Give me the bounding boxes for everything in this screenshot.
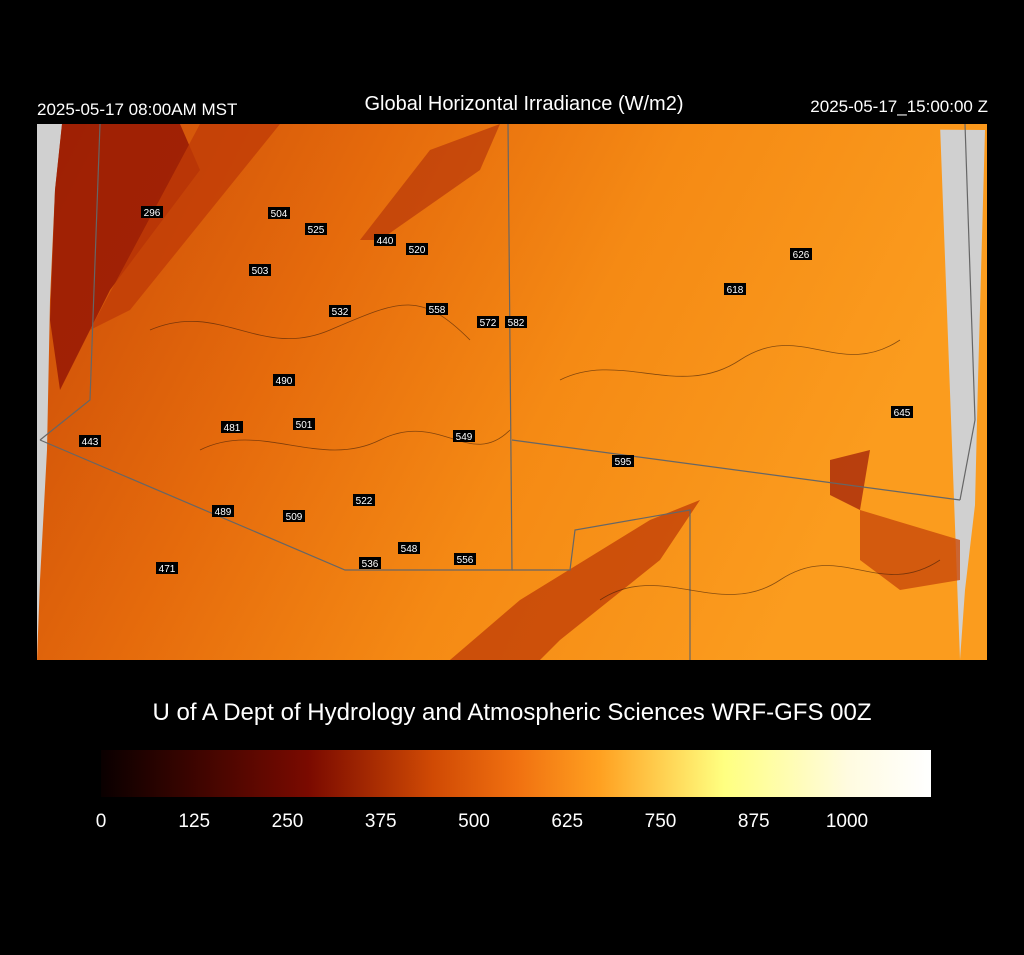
station-value: 618: [727, 285, 744, 296]
station-value: 645: [894, 408, 911, 419]
station-box: [141, 206, 163, 218]
station-box: [398, 542, 420, 554]
colorbar-tick-label: 1000: [826, 811, 868, 832]
station-box: [454, 553, 476, 565]
station-box: [249, 264, 271, 276]
station-value: 626: [793, 250, 810, 261]
station-value: 501: [296, 420, 313, 431]
station-box: [156, 562, 178, 574]
low-band: [450, 500, 700, 660]
border: [39, 123, 101, 441]
station-value: 296: [144, 208, 161, 219]
colorbar-tick-label: 500: [458, 811, 490, 832]
colorbar-tick-label: 625: [551, 811, 583, 832]
colorbar-tick-label: 125: [178, 811, 210, 832]
colorbar-tick-label: 875: [738, 811, 770, 832]
station-value: 440: [377, 236, 394, 247]
station-box: [79, 435, 101, 447]
station-value: 520: [409, 245, 426, 256]
station-value: 490: [276, 376, 293, 387]
colorbar-tick-label: 0: [96, 811, 107, 832]
colorbar-tick-label: 375: [365, 811, 397, 832]
station-box: [273, 374, 295, 386]
field: [37, 124, 960, 660]
low-band: [90, 124, 280, 330]
station-box: [359, 557, 381, 569]
map: [37, 123, 987, 660]
border: [39, 123, 513, 571]
station-box: [353, 494, 375, 506]
station-value: 522: [356, 496, 373, 507]
station-box: [406, 243, 428, 255]
station-box: [477, 316, 499, 328]
station-value: 532: [332, 307, 349, 318]
station-box: [305, 223, 327, 235]
station-box: [790, 248, 812, 260]
station-box: [453, 430, 475, 442]
station-box: [283, 510, 305, 522]
map-title: Global Horizontal Irradiance (W/m2): [365, 93, 684, 115]
station-box: [891, 406, 913, 418]
station-value: 489: [215, 507, 232, 518]
station-box: [505, 316, 527, 328]
station-box: [612, 455, 634, 467]
station-box: [724, 283, 746, 295]
station-value: 509: [286, 512, 303, 523]
colorbar-ticks: 0 125 250 375 500 625 750 875 1000: [96, 811, 868, 832]
station-value: 549: [456, 432, 473, 443]
station-labels: 296 504 525 440 520 503 532 558 572 582 626 618 490 6…: [79, 206, 913, 575]
station-box: [426, 303, 448, 315]
station-value: 471: [159, 564, 176, 575]
contour: [599, 559, 941, 601]
station-box: [329, 305, 351, 317]
station-box: [212, 505, 234, 517]
low-band: [830, 450, 870, 510]
station-value: 536: [362, 559, 379, 570]
valid-time-local: 2025-05-17 08:00AM MST: [37, 100, 237, 119]
station-value: 556: [457, 555, 474, 566]
contour: [559, 339, 901, 381]
valid-time-utc: 2025-05-17_15:00:00 Z: [810, 97, 988, 116]
station-box: [293, 418, 315, 430]
station-value: 443: [82, 437, 99, 448]
colorbar-tick-label: 750: [645, 811, 677, 832]
low-band: [360, 124, 500, 240]
station-value: 504: [271, 209, 288, 220]
border: [959, 123, 976, 501]
station-value: 572: [480, 318, 497, 329]
station-box: [268, 207, 290, 219]
station-value: 503: [252, 266, 269, 277]
border: [512, 509, 691, 660]
station-value: 481: [224, 423, 241, 434]
low-band: [860, 510, 960, 590]
credit: U of A Dept of Hydrology and Atmospheric…: [153, 699, 872, 726]
colorbar-tick-label: 250: [272, 811, 304, 832]
border: [511, 439, 961, 501]
station-box: [221, 421, 243, 433]
colorbar: [101, 750, 931, 797]
station-value: 548: [401, 544, 418, 555]
contour: [199, 429, 511, 451]
station-value: 582: [508, 318, 525, 329]
station-value: 558: [429, 305, 446, 316]
low-band: [50, 124, 200, 390]
station-value: 525: [308, 225, 325, 236]
station-box: [374, 234, 396, 246]
station-value: 595: [615, 457, 632, 468]
